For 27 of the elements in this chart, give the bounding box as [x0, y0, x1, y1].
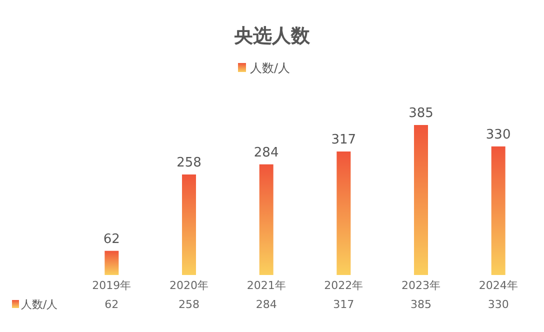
bar	[336, 151, 351, 275]
text: 330	[488, 298, 509, 311]
text: 258	[178, 298, 200, 311]
data-label: 317	[331, 132, 356, 148]
data-label: 62	[103, 232, 120, 247]
x-tick-label: 2024年	[478, 279, 518, 292]
text: 人数/人	[21, 298, 58, 311]
data-label: 284	[254, 145, 279, 160]
x-tick-label: 2022年	[324, 279, 364, 292]
text: 284	[256, 298, 277, 311]
x-tick-label: 2021年	[246, 279, 286, 292]
bar	[182, 174, 196, 275]
bar	[414, 125, 428, 275]
data-label: 258	[176, 155, 202, 170]
bar	[259, 164, 274, 275]
chart-title: 央选人数	[233, 25, 311, 47]
legend-label: 人数/人	[250, 61, 290, 75]
data-label: 385	[408, 106, 434, 121]
text: 317	[333, 298, 354, 311]
x-tick-label: 2019年	[92, 279, 132, 292]
data-label: 330	[486, 127, 511, 142]
bar	[104, 250, 119, 275]
text: 62	[104, 298, 119, 311]
x-tick-label: 2020年	[170, 279, 208, 292]
text: 385	[410, 298, 432, 311]
x-tick-label: 2023年	[402, 279, 440, 292]
bar	[491, 146, 506, 275]
